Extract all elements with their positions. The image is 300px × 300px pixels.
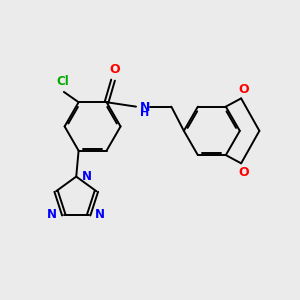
Text: O: O xyxy=(109,63,120,76)
Text: Cl: Cl xyxy=(56,75,69,88)
Text: H: H xyxy=(140,108,149,118)
Text: O: O xyxy=(238,83,249,96)
Text: O: O xyxy=(238,166,249,179)
Text: N: N xyxy=(47,208,57,221)
Text: N: N xyxy=(95,208,105,221)
Text: N: N xyxy=(82,170,92,183)
Text: N: N xyxy=(140,101,150,114)
